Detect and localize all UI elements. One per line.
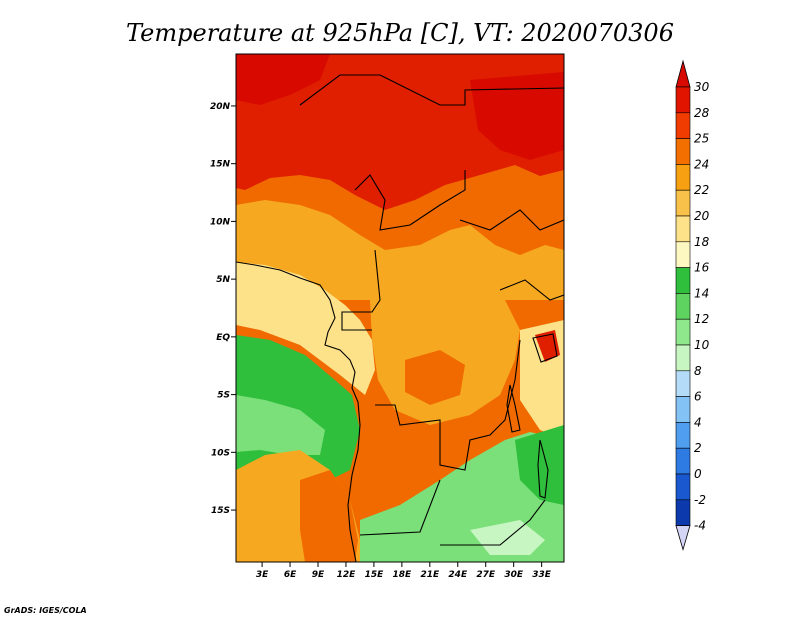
field-orange-southwest	[300, 470, 358, 562]
field-paler-green	[470, 520, 545, 555]
colorbar-label: 28	[694, 106, 710, 120]
colorbar-label: 22	[694, 183, 709, 197]
lon-tick-label: 27E	[476, 570, 496, 580]
colorbar-segment	[675, 344, 691, 372]
colorbar-segment	[675, 138, 691, 165]
lon-tick-label: 21E	[420, 570, 440, 580]
temperature-field	[236, 54, 564, 562]
field-cream-west	[236, 262, 375, 395]
lake-tanganyika-outline	[506, 384, 521, 433]
lat-tick-label: 15N	[210, 160, 231, 170]
border-drc	[375, 339, 521, 471]
colorbar-label: -4	[694, 519, 706, 533]
field-hot-core	[470, 72, 564, 160]
field-orange-basin-core	[405, 350, 465, 405]
colorbar-segment	[675, 215, 691, 243]
colorbar-label: 30	[694, 80, 710, 94]
colorbar-label: 4	[694, 415, 702, 429]
map-panel: 20N 15N 10N 5N EQ 5S 10S 15S 3E 6E 9E 12E 15E 18E 21E…	[210, 53, 565, 580]
chart-title: Temperature at 925hPa [C], VT: 202007030…	[126, 19, 674, 47]
lat-tick-label: 5N	[216, 275, 230, 285]
lat-tick-label: EQ	[216, 333, 230, 343]
grads-credit: GrADS: IGES/COLA	[4, 606, 87, 615]
colorbar-segment	[675, 164, 691, 191]
colorbar-segment	[675, 499, 691, 526]
colorbar-label: 0	[694, 467, 702, 481]
border-lake-chad-region	[354, 170, 466, 231]
colorbar-segment	[675, 370, 691, 397]
lake-malawi-outline	[537, 439, 549, 499]
field-hot-core-west	[236, 54, 330, 105]
longitude-axis: 3E 6E 9E 12E 15E 18E 21E 24E 27E 30E 33E	[256, 562, 552, 580]
border-central	[341, 249, 381, 331]
field-green-south-dark	[515, 425, 564, 505]
colorbar-segment	[675, 267, 691, 294]
colorbar-segment	[675, 293, 691, 320]
colorbar-bottom-cap	[675, 525, 691, 552]
lake-victoria-outline	[532, 333, 558, 363]
colorbar-segment	[675, 422, 691, 449]
lon-tick-label: 33E	[532, 570, 552, 580]
lat-tick-label: 5S	[217, 391, 230, 401]
lon-tick-label: 3E	[256, 570, 269, 580]
field-amber-belt	[236, 200, 564, 300]
coastlines-borders	[236, 74, 564, 562]
lat-tick-label: 15S	[211, 506, 230, 516]
colorbar-segment	[675, 318, 691, 346]
colorbar-label: 24	[694, 157, 709, 171]
lon-tick-label: 6E	[284, 570, 297, 580]
colorbar-label: 10	[694, 338, 710, 352]
colorbar-segment	[675, 189, 691, 217]
border-southern	[359, 479, 546, 546]
colorbar-segment	[675, 86, 691, 114]
lon-tick-label: 9E	[312, 570, 325, 580]
colorbar-label: 18	[694, 235, 710, 249]
colorbar-segment	[675, 241, 691, 268]
lon-tick-label: 30E	[504, 570, 524, 580]
colorbar-segment	[675, 396, 691, 423]
colorbar-segment	[675, 473, 691, 501]
lat-tick-label: 10N	[210, 217, 231, 227]
lon-tick-label: 24E	[448, 570, 468, 580]
colorbar-label: 12	[694, 312, 709, 326]
colorbar-top-cap	[675, 59, 691, 88]
lon-tick-label: 18E	[393, 570, 413, 580]
colorbar-label: 6	[694, 390, 702, 404]
colorbar-segment	[675, 112, 691, 139]
border-east	[459, 209, 564, 301]
colorbar-label: 25	[694, 132, 709, 146]
lat-tick-label: 20N	[210, 102, 231, 112]
colorbar-label: 16	[694, 261, 710, 275]
colorbar-label: 20	[694, 209, 710, 223]
field-lightgreen-atlantic	[236, 395, 325, 455]
lon-tick-label: 15E	[365, 570, 385, 580]
map-frame	[235, 53, 565, 563]
west-africa-coastline	[236, 261, 361, 562]
latitude-axis: 20N 15N 10N 5N EQ 5S 10S 15S	[210, 102, 236, 516]
colorbar-label: 8	[694, 364, 702, 378]
lat-tick-label: 10S	[211, 448, 230, 458]
colorbar-segment	[675, 447, 691, 475]
colorbar-label: -2	[694, 493, 706, 507]
colorbar-label: 2	[694, 441, 702, 455]
lon-tick-label: 12E	[337, 570, 357, 580]
colorbar-label: 14	[694, 286, 709, 300]
border-northern	[299, 74, 564, 106]
